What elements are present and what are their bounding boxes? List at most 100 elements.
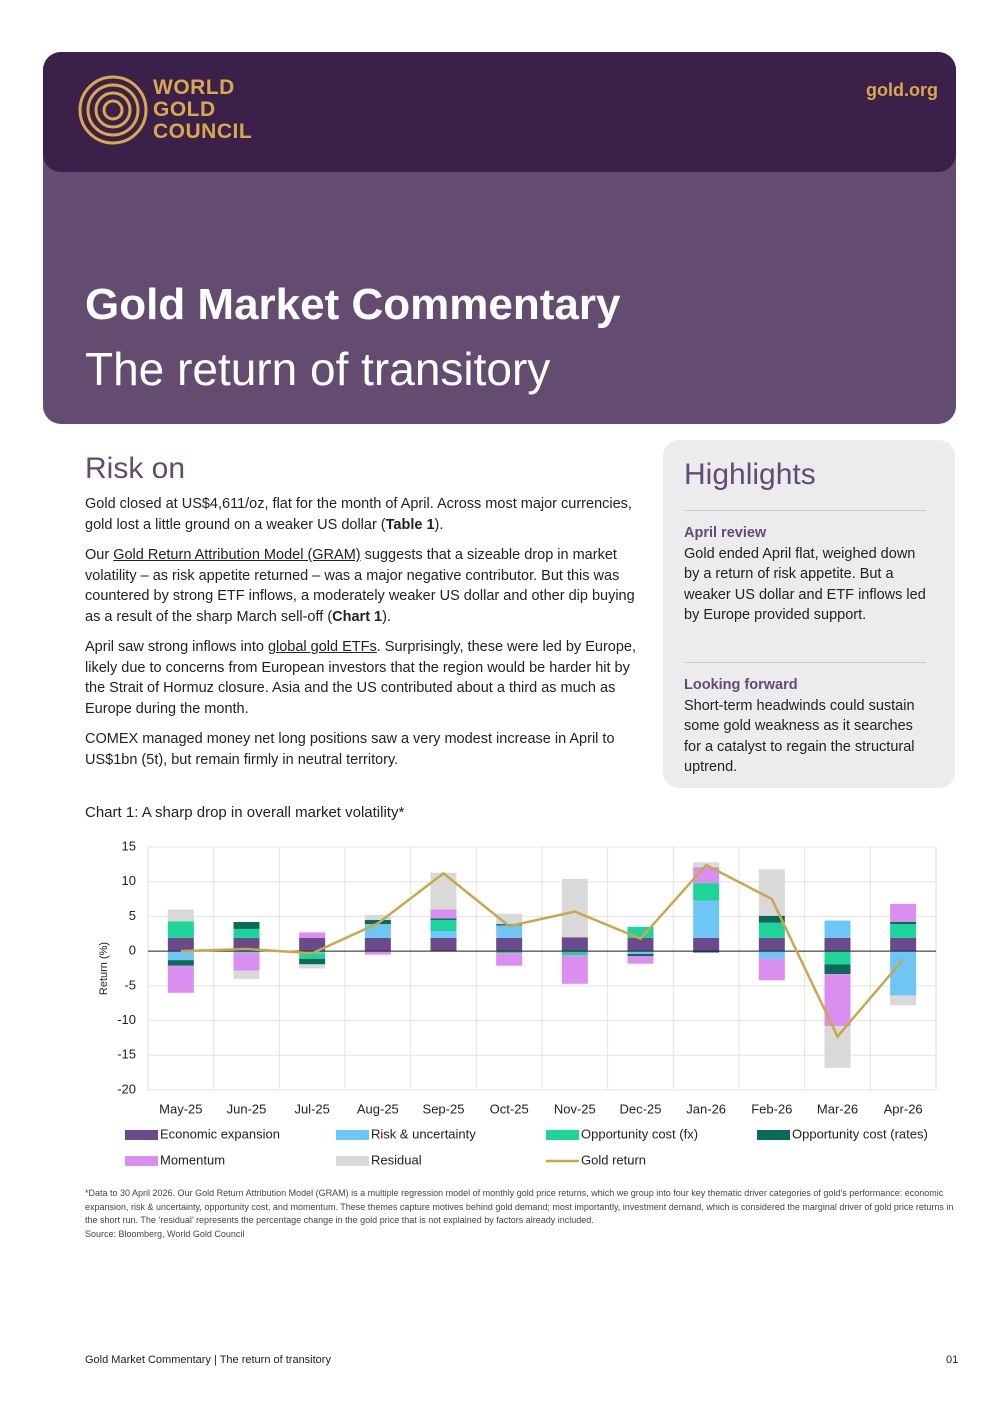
paragraph: Gold closed at US$4,611/oz, flat for the… [85, 494, 637, 535]
y-tick-label: -10 [117, 1012, 136, 1027]
bar-segment [561, 937, 588, 952]
bar-segment [758, 937, 785, 952]
header: WORLD GOLD COUNCIL gold.org Gold Market … [43, 52, 956, 424]
paragraph: Our Gold Return Attribution Model (GRAM)… [85, 545, 637, 627]
x-tick-label: May-25 [159, 1101, 202, 1116]
footnote-text: *Data to 30 April 2026. Our Gold Return … [85, 1188, 954, 1225]
bar-segment [430, 872, 457, 910]
bar-segment [167, 937, 194, 952]
bar-segment [167, 960, 194, 966]
bar-segment [758, 958, 785, 981]
legend-swatch [757, 1130, 790, 1140]
legend-label: Momentum [160, 1152, 225, 1167]
legend-label: Gold return [581, 1152, 646, 1167]
text-run: COMEX managed money net long positions s… [85, 731, 615, 768]
bar-segment [299, 953, 326, 959]
text-run: Table 1 [385, 516, 435, 533]
bar-segment [430, 918, 457, 920]
legend-label: Economic expansion [160, 1126, 280, 1141]
chart: -20 -15 -10 -5 0 5 10 15 Return (%) May-25 Jun-25 J… [98, 838, 937, 1167]
bar-segment [167, 965, 194, 993]
bar-segment [890, 924, 917, 938]
site-link[interactable]: gold.org [866, 80, 938, 100]
bar-segment [233, 951, 260, 954]
y-tick-label: 5 [129, 908, 136, 923]
bar-segment [233, 921, 260, 929]
bar-segment [693, 900, 720, 938]
bar-segment [627, 953, 654, 957]
legend-label: Risk & uncertainty [371, 1126, 476, 1141]
bar-segment [430, 937, 457, 952]
title: Gold Market Commentary [85, 280, 621, 329]
bar-segment [693, 883, 720, 901]
bar-segment [627, 956, 654, 964]
logo-text: COUNCIL [153, 120, 253, 143]
footnote: *Data to 30 April 2026. Our Gold Return … [85, 1187, 960, 1241]
bar-segment [758, 922, 785, 938]
highlight-heading: Looking forward [684, 677, 798, 693]
bar-segment [758, 951, 785, 959]
link[interactable]: global gold ETFs [267, 639, 377, 655]
bar-segment [299, 964, 326, 969]
bar-segment [496, 953, 523, 966]
bar-segment [167, 951, 194, 961]
x-tick-label: Feb-26 [751, 1101, 792, 1116]
text-run: . Surprisingly, these were led by Europe… [85, 639, 637, 717]
legend-label: Opportunity cost (rates) [792, 1126, 928, 1141]
x-tick-label: Jun-25 [227, 1101, 267, 1116]
bar-segment [364, 951, 391, 955]
bar-segment [496, 913, 523, 925]
text-run: Gold closed at US$4,611/oz, flat for the… [85, 496, 632, 533]
y-tick-label: 10 [122, 873, 136, 888]
bar-segment [824, 920, 851, 938]
bar-segment [430, 909, 457, 919]
bar-segment [627, 926, 654, 938]
x-tick-label: Nov-25 [554, 1101, 596, 1116]
bar-segment [496, 951, 523, 954]
bar-segment [430, 919, 457, 932]
bar-segment [890, 903, 917, 922]
section-heading: Risk on [85, 452, 186, 485]
y-axis-title: Return (%) [98, 942, 110, 995]
bar-segment [758, 915, 785, 923]
paragraph: COMEX managed money net long positions s… [85, 729, 637, 770]
x-tick-label: Aug-25 [357, 1101, 399, 1116]
bar-segment [496, 937, 523, 952]
highlight: Looking forward Short-term headwinds coul… [684, 662, 926, 778]
line [180, 863, 905, 1039]
text-run: suggests that a sizeable drop in market … [85, 547, 635, 625]
text-run: April saw strong inflows into [85, 639, 268, 655]
bar-segment [299, 932, 326, 938]
bar-segment [167, 909, 194, 922]
bar-segment [364, 915, 391, 920]
bar-segment [299, 937, 326, 952]
highlight-text: Short-term headwinds could sustain some … [684, 697, 915, 776]
bar-segment [364, 937, 391, 952]
bar-segment [233, 928, 260, 938]
legend-swatch [125, 1156, 158, 1166]
x-tick-label: Jan-26 [686, 1101, 726, 1116]
bar-segment [167, 921, 194, 938]
bar-segment [824, 951, 851, 965]
x-tick-label: Dec-25 [620, 1101, 662, 1116]
bar-segment [627, 951, 654, 954]
link[interactable]: Gold Return Attribution Model (GRAM) [113, 547, 361, 563]
bar-segment [890, 995, 917, 1006]
legend-label: Residual [371, 1152, 422, 1167]
text-run: ). [434, 516, 444, 533]
bar-segment [693, 937, 720, 952]
legend-swatch [336, 1156, 369, 1166]
y-tick-label: -15 [117, 1047, 136, 1062]
highlight-heading: April review [684, 525, 767, 541]
text-run: ). [382, 608, 391, 625]
x-tick-label: Sep-25 [423, 1101, 465, 1116]
bar-segment [824, 937, 851, 952]
bar-segment [824, 1026, 851, 1068]
logo-text: GOLD [153, 98, 216, 121]
body-text: Gold closed at US$4,611/oz, flat for the… [85, 494, 637, 780]
y-tick-label: 0 [129, 943, 136, 958]
header-band: WORLD GOLD COUNCIL gold.org [43, 52, 956, 172]
bar-segment [233, 937, 260, 952]
bar-segment [693, 951, 720, 953]
